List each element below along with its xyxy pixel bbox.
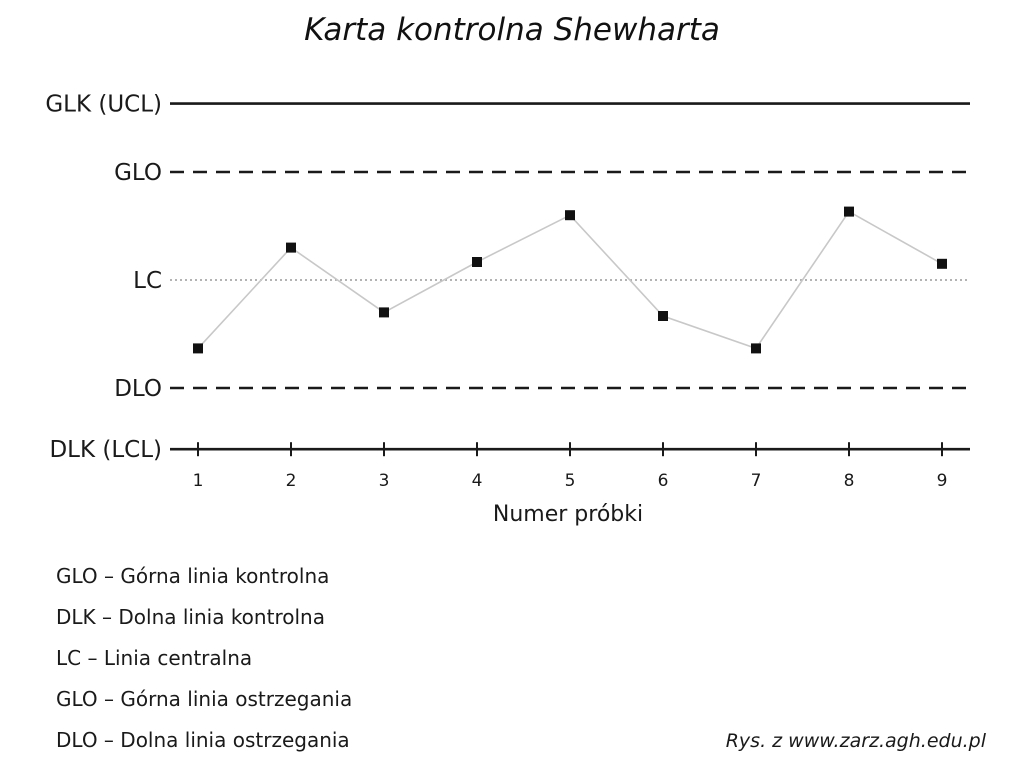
- ref-label-lc: LC: [133, 268, 162, 294]
- x-tick-label: 3: [379, 471, 390, 491]
- legend: GLO – Górna linia kontrolna DLK – Dolna …: [56, 556, 352, 761]
- x-tick-label: 9: [937, 471, 948, 491]
- control-chart: GLK (UCL) GLO LC DLO DLK (LCL) 1 2 3 4 5 6 7 8 9 Numer…: [45, 92, 970, 527]
- x-tick-label: 5: [565, 471, 576, 491]
- chart-title: Karta kontrolna Shewharta: [304, 12, 720, 48]
- ref-label-dlo: DLO: [114, 376, 162, 402]
- data-point: [193, 343, 203, 354]
- x-tick-label: 7: [751, 471, 762, 491]
- ref-label-glo: GLO: [114, 160, 162, 186]
- legend-item: DLK – Dolna linia kontrolna: [56, 605, 325, 629]
- data-point: [472, 257, 482, 267]
- legend-item: GLO – Górna linia ostrzegania: [56, 687, 353, 711]
- data-point: [565, 210, 575, 221]
- ref-label-glk-ucl: GLK (UCL): [45, 92, 162, 118]
- x-tick-label: 6: [658, 471, 669, 491]
- legend-item: DLO – Dolna linia ostrzegania: [56, 728, 350, 752]
- data-point: [937, 258, 947, 269]
- source-credit: Rys. z www.zarz.agh.edu.pl: [725, 730, 986, 752]
- x-tick-label: 1: [193, 471, 204, 491]
- legend-item: GLO – Górna linia kontrolna: [56, 564, 330, 588]
- data-point: [844, 206, 854, 217]
- data-point: [379, 307, 389, 318]
- x-tick-label: 4: [472, 471, 483, 491]
- ref-label-dlk-lcl: DLK (LCL): [49, 437, 162, 463]
- data-point: [658, 311, 668, 321]
- data-point: [286, 242, 296, 253]
- data-point: [751, 343, 761, 354]
- x-tick-label: 2: [286, 471, 297, 491]
- legend-item: LC – Linia centralna: [56, 646, 253, 670]
- x-tick-label: 8: [844, 471, 855, 491]
- x-axis-label: Numer próbki: [493, 502, 643, 527]
